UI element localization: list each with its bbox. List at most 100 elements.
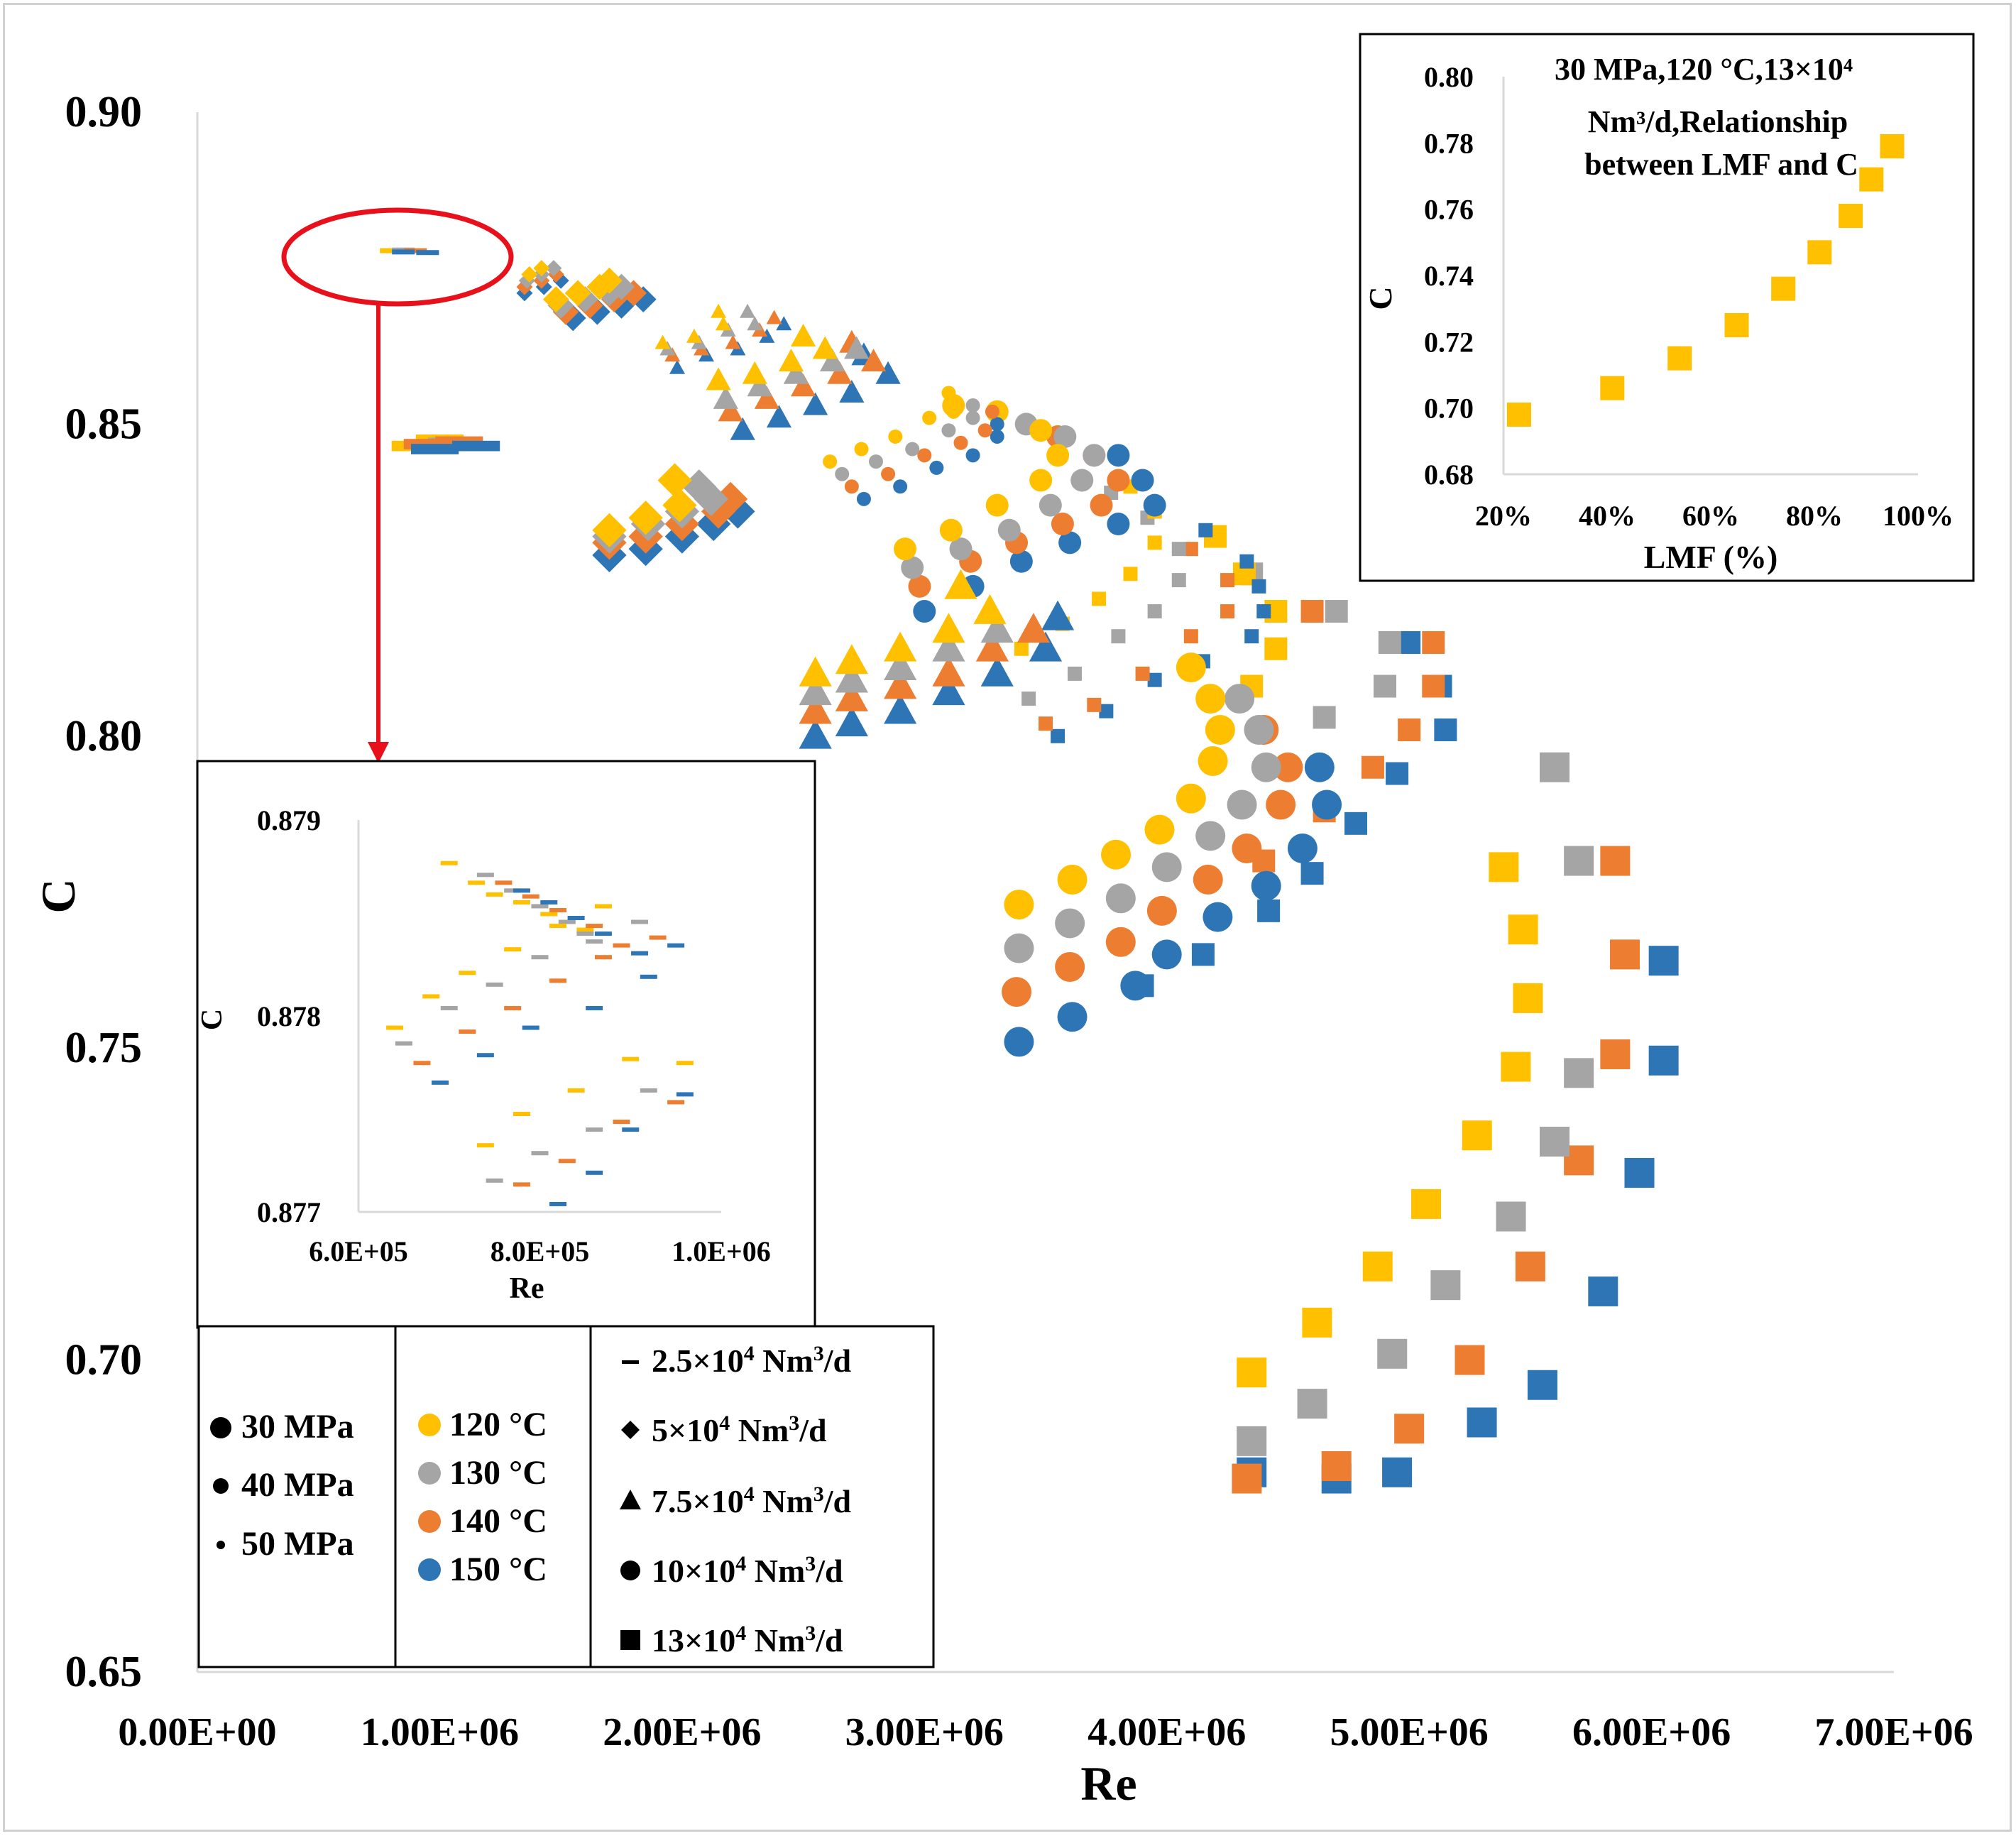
zoom-point-2-4	[676, 1061, 694, 1066]
legend-pressure-marker-2	[217, 1541, 225, 1549]
main-point-11-16	[686, 328, 702, 343]
zoom-point-2-0	[476, 1143, 494, 1148]
main-point-9-1	[835, 706, 868, 737]
main-point-9-18	[799, 656, 832, 687]
legend-gas-label-3-part-4: /d	[815, 1553, 843, 1589]
main-point-2-0	[1237, 1426, 1267, 1456]
main-point-7-26	[985, 493, 1009, 517]
zoom-point-0-12	[522, 894, 539, 899]
main-x-tick-labels: 0.00E+00 1.00E+06 2.00E+06 3.00E+06 4.00E+06…	[118, 1710, 1973, 1754]
main-point-15-5	[411, 444, 459, 454]
main-series-9	[799, 569, 1075, 749]
zoom-point-0-9	[558, 919, 576, 924]
main-point-1-2	[1394, 1414, 1425, 1444]
lmf-y-tick-5: 0.70	[1424, 393, 1474, 425]
lmf-y-tick-6: 0.68	[1424, 459, 1474, 491]
legend-temperature-column: 120 °C 130 °C 140 °C 150 °C	[418, 1406, 547, 1588]
zoom-annotation	[281, 207, 514, 763]
main-point-5-27	[1092, 591, 1107, 606]
main-point-5-6	[1251, 579, 1266, 594]
main-point-0-7	[1648, 1045, 1679, 1076]
main-x-tick-6: 6.00E+06	[1572, 1710, 1731, 1754]
zoom-x-tick-1: 8.0E+05	[491, 1235, 589, 1267]
main-point-9-4	[980, 656, 1014, 687]
zoom-point-0-13	[549, 907, 567, 912]
main-point-10-18	[742, 361, 767, 384]
main-point-4-19	[1325, 600, 1348, 623]
zoom-point-0-2	[486, 892, 503, 897]
main-point-6-8	[1304, 752, 1335, 782]
legend-gas-label-4-part-2: Nm	[746, 1622, 805, 1659]
lmf-x-tick-3: 80%	[1786, 500, 1843, 532]
zoom-point-2-5	[486, 1178, 503, 1183]
main-series-2	[1237, 752, 1594, 1456]
main-point-5-8	[1198, 523, 1213, 537]
main-point-6-10	[1055, 951, 1085, 982]
legend-gas-label-2: 7.5×104 Nm3/d	[652, 1482, 852, 1519]
legend-gas-marker-2	[620, 1490, 641, 1509]
main-point-4-4	[1344, 812, 1368, 835]
main-point-9-3	[932, 675, 965, 706]
main-point-16-0	[380, 248, 403, 253]
main-point-8-19	[854, 442, 869, 457]
legend-gas-label-1-part-1: 4	[719, 1411, 730, 1435]
main-point-16-3	[416, 250, 439, 256]
main-point-7-19	[1039, 493, 1062, 517]
legend-pressure-label-2: 50 MPa	[241, 1525, 354, 1563]
main-point-9-15	[884, 650, 917, 680]
main-point-4-15	[1300, 600, 1324, 623]
main-y-tick-labels: 0.90 0.85 0.80 0.75 0.70 0.65	[65, 88, 143, 1696]
main-point-9-11	[975, 631, 1009, 662]
main-point-2-5	[1540, 1127, 1569, 1157]
main-point-8-18	[823, 454, 838, 469]
main-point-8-11	[985, 404, 999, 419]
lmf-title-line-2: Nm³/d,Relationship	[1588, 104, 1848, 139]
main-point-8-10	[977, 423, 992, 438]
lmf-point-3	[1724, 313, 1749, 337]
main-point-13-12	[542, 286, 569, 313]
main-point-10-13	[747, 373, 772, 397]
main-point-5-18	[1067, 666, 1082, 681]
zoom-point-1-6	[395, 1041, 412, 1046]
main-point-8-1	[893, 479, 908, 494]
main-point-1-3	[1455, 1345, 1485, 1375]
main-point-5-15	[1183, 542, 1198, 557]
main-y-tick-5: 0.65	[65, 1648, 143, 1696]
main-point-6-26	[1225, 684, 1255, 714]
main-point-6-33	[1205, 715, 1235, 745]
zoom-point-0-8	[531, 904, 549, 909]
main-x-tick-2: 2.00E+06	[603, 1710, 761, 1754]
main-point-10-17	[706, 367, 731, 390]
main-point-6-22	[1195, 821, 1226, 851]
main-point-5-29	[1147, 535, 1162, 550]
legend-gas-label-3: 10×104 Nm3/d	[652, 1552, 843, 1589]
main-point-6-3	[1151, 939, 1182, 970]
main-point-7-12	[1090, 493, 1113, 517]
legend-gas-marker-1	[621, 1421, 640, 1439]
lmf-y-tick-0: 0.80	[1424, 61, 1474, 93]
main-point-6-20	[1105, 883, 1136, 914]
main-point-6-16	[1273, 752, 1303, 782]
main-point-7-18	[997, 518, 1021, 542]
legend-gas-rate-column: 2.5×104 Nm3/d5×104 Nm3/d7.5×104 Nm3/d10×…	[620, 1342, 852, 1659]
main-point-10-8	[790, 373, 816, 397]
main-point-11-9	[766, 310, 782, 324]
zoom-point-0-4	[540, 912, 558, 917]
main-point-15-6	[452, 440, 500, 452]
main-point-8-15	[941, 423, 956, 438]
main-point-5-21	[1171, 573, 1186, 588]
zoom-point-0-10	[586, 939, 603, 944]
main-point-3-4	[1462, 1120, 1492, 1151]
main-point-5-19	[1111, 629, 1126, 644]
legend: 30 MPa 40 MPa 50 MPa 120 °C 130 °C 140 °C 150…	[197, 1325, 935, 1668]
lmf-point-8	[1880, 134, 1905, 158]
main-point-7-29	[1029, 419, 1053, 442]
main-point-8-16	[965, 410, 980, 425]
main-point-7-28	[1046, 444, 1070, 467]
legend-gas-label-3-part-1: 4	[735, 1552, 746, 1575]
zoom-point-2-9	[513, 1182, 530, 1187]
main-point-4-3	[1300, 862, 1324, 885]
main-point-6-23	[1227, 789, 1257, 820]
zoom-point-0-14	[586, 924, 603, 929]
zoom-point-1-17	[649, 935, 667, 940]
